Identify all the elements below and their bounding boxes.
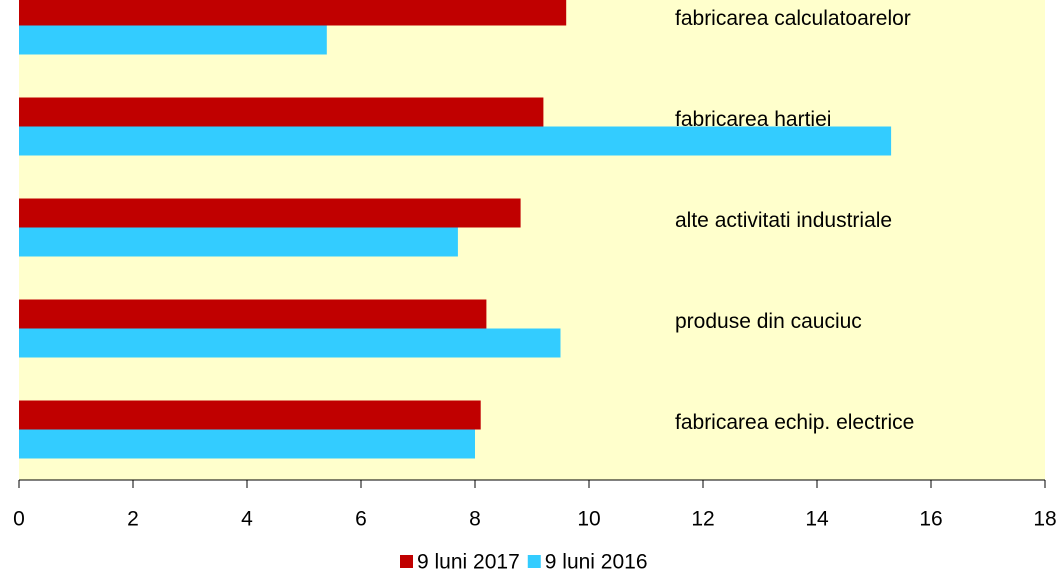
- category-label: alte activitati industriale: [675, 209, 892, 232]
- category-label: fabricarea echip. electrice: [675, 411, 914, 434]
- bar: [19, 429, 475, 459]
- x-tick-label: 16: [919, 508, 942, 531]
- category-label: produse din cauciuc: [675, 310, 862, 333]
- x-tick-label: 10: [577, 508, 600, 531]
- category-label: fabricarea calculatoarelor: [675, 7, 911, 30]
- x-tick-label: 12: [691, 508, 714, 531]
- x-tick-label: 18: [1033, 508, 1056, 531]
- x-tick-label: 0: [13, 508, 25, 531]
- x-tick-label: 6: [355, 508, 367, 531]
- bar: [19, 97, 544, 127]
- bar: [19, 400, 481, 430]
- legend-label: 9 luni 2017: [417, 551, 520, 574]
- legend-swatch: [527, 555, 541, 568]
- x-tick-label: 4: [241, 508, 253, 531]
- bar: [19, 198, 521, 228]
- x-tick-label: 2: [127, 508, 139, 531]
- bar: [19, 227, 458, 257]
- bar: [19, 0, 567, 26]
- x-tick-label: 8: [469, 508, 481, 531]
- bar: [19, 126, 892, 156]
- legend-label: 9 luni 2016: [545, 551, 648, 574]
- bar: [19, 25, 327, 55]
- legend-swatch: [400, 555, 413, 568]
- category-label: fabricarea hartiei: [675, 108, 831, 131]
- bar: [19, 299, 487, 329]
- x-tick-label: 14: [805, 508, 829, 531]
- bar: [19, 328, 561, 358]
